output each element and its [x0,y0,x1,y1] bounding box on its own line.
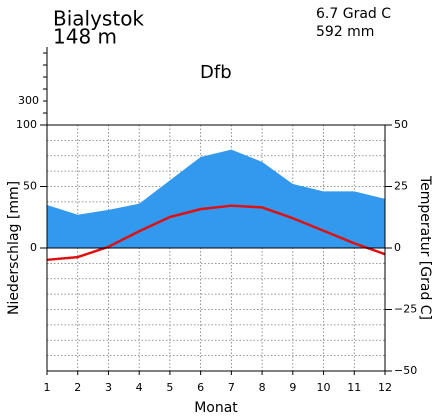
left-axis-tick-label: 100 [16,118,37,131]
x-axis-tick-label: 1 [44,381,51,394]
left-axis-title: Niederschlag [mm] [6,181,22,315]
precipitation-series [47,149,385,248]
x-axis-tick-label: 10 [317,381,331,394]
x-axis-tick-label: 2 [74,381,81,394]
right-axis-tick-label: 25 [394,180,408,193]
x-axis-tick-label: 11 [347,381,361,394]
x-axis-tick-label: 8 [259,381,266,394]
station-name: Bialystok [53,7,144,31]
left-axis-tick-label: 0 [30,241,37,254]
right-axis-tick-label: −50 [394,364,417,377]
x-axis-tick-label: 3 [105,381,112,394]
x-axis-tick-label: 12 [378,381,392,394]
mean-temperature: 6.7 Grad C [316,6,391,22]
x-axis-tick-label: 4 [136,381,143,394]
x-axis-tick-label: 6 [197,381,204,394]
right-axis-tick-label: 50 [394,118,408,131]
x-axis-tick-label: 5 [166,381,173,394]
left-axis-tick-label: 300 [18,94,39,107]
right-axis-tick-label: 0 [394,241,401,254]
station-elevation: 148 m [53,25,117,49]
right-axis-title: Temperatur [Grad C] [417,175,433,320]
annual-precipitation: 592 mm [316,24,374,40]
climate-class: Dfb [200,62,232,83]
left-axis-tick-label: 50 [23,180,37,193]
precipitation-area [47,149,385,248]
x-axis-title: Monat [194,400,238,416]
x-axis-tick-label: 7 [228,381,235,394]
right-axis-tick-label: −25 [394,303,417,316]
x-axis-tick-label: 9 [289,381,296,394]
